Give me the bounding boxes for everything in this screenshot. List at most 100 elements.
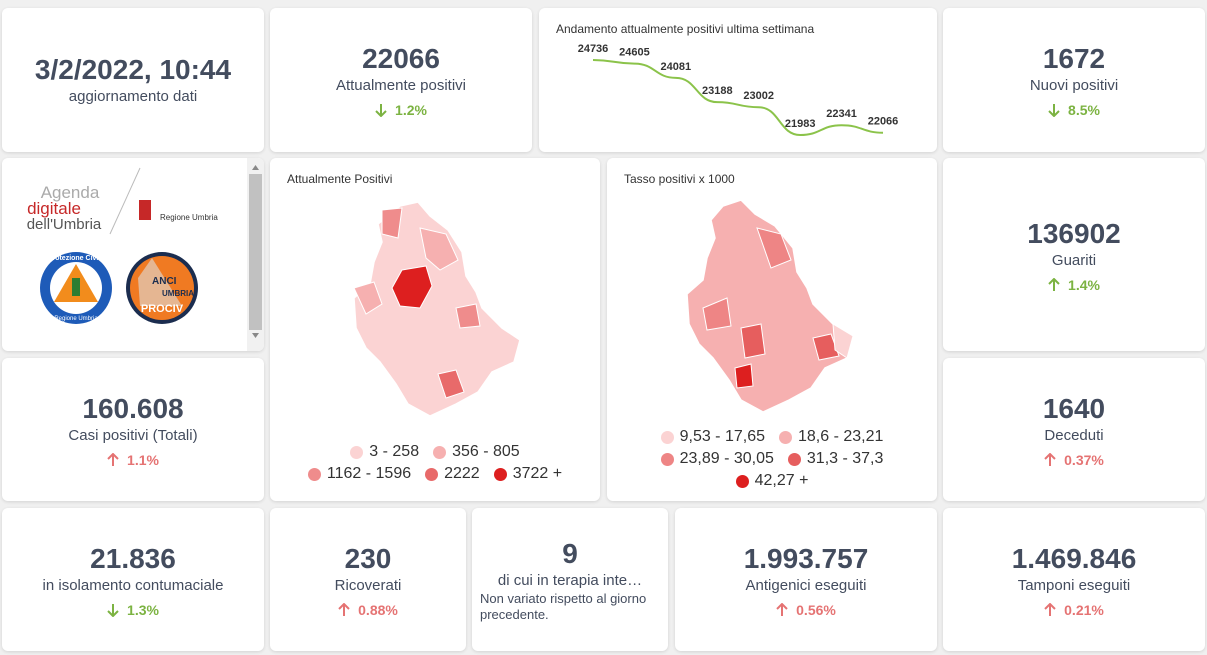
trend-arrow bbox=[375, 104, 387, 117]
legend-row: 42,27 + bbox=[607, 470, 937, 492]
kpi-label: Attualmente positivi bbox=[335, 77, 467, 94]
logo-shape bbox=[138, 258, 182, 306]
kpi-change: 8.5% bbox=[1048, 102, 1100, 118]
kpi-change: 0.21% bbox=[1044, 602, 1104, 618]
legend-label: 18,6 - 23,21 bbox=[798, 428, 884, 445]
kpi-card: 9 di cui in terapia inte… Non variato risp… bbox=[472, 508, 668, 651]
trend-arrow bbox=[1044, 452, 1056, 466]
logos: Agenda digitale dell'Umbria Regione Umbr… bbox=[27, 158, 264, 351]
arrow-head bbox=[107, 609, 119, 617]
kpi-change: 1.2% bbox=[375, 102, 427, 118]
logo-text: Agenda bbox=[41, 183, 100, 202]
legend-item: 9,53 - 17,65 bbox=[660, 428, 765, 446]
kpi-value: 1.469.846 bbox=[1011, 542, 1137, 574]
scroll-down[interactable] bbox=[252, 333, 259, 338]
scroll-thumb[interactable] bbox=[249, 174, 262, 330]
kpi-card: 1.469.846 Tamponi eseguiti 0.21% bbox=[943, 508, 1205, 651]
kpi-card: 1640 Deceduti 0.37% bbox=[943, 358, 1205, 501]
logo-tree bbox=[72, 278, 80, 296]
legend-swatch bbox=[493, 467, 507, 481]
legend-swatch bbox=[307, 467, 321, 481]
logo-text: UMBRIA bbox=[162, 289, 194, 298]
legend-label: 23,89 - 30,05 bbox=[679, 450, 774, 467]
kpi-card: 21.836 in isolamento contumaciale 1.3% bbox=[2, 508, 264, 651]
legend-swatch bbox=[735, 474, 749, 488]
data-label: 24605 bbox=[619, 47, 650, 59]
kpi-value: 160.608 bbox=[82, 392, 184, 424]
arrow-head bbox=[375, 110, 387, 117]
legend-item: 23,89 - 30,05 bbox=[660, 450, 774, 468]
region bbox=[381, 207, 403, 239]
kpi-value: 136902 bbox=[1027, 217, 1121, 249]
logo-text: dell'Umbria bbox=[27, 216, 102, 233]
kpi-change-value: 0.56% bbox=[796, 601, 836, 618]
legend-row: 23,89 - 30,05 31,3 - 37,3 bbox=[607, 448, 937, 470]
kpi-card: 3/2/2022, 10:44 aggiornamento dati bbox=[2, 8, 264, 152]
legend-item: 3 - 258 bbox=[350, 443, 419, 461]
region bbox=[702, 297, 732, 331]
data-label: 23002 bbox=[743, 90, 774, 102]
kpi-label: in isolamento contumaciale bbox=[42, 576, 224, 594]
map-card: Attualmente Positivi 3 - 258 356 - 805 116… bbox=[270, 158, 600, 501]
arrow-head bbox=[338, 602, 350, 610]
region bbox=[756, 227, 792, 269]
legend-item: 2222 bbox=[425, 465, 480, 483]
legend-swatch bbox=[350, 445, 364, 459]
trend-arrow bbox=[776, 602, 788, 616]
data-label: 24081 bbox=[661, 61, 692, 73]
logo-text: PROCIV bbox=[141, 303, 184, 315]
map-title: Tasso positivi x 1000 bbox=[624, 172, 735, 186]
region bbox=[832, 323, 854, 359]
region bbox=[734, 363, 754, 389]
kpi-change-value: 8.5% bbox=[1068, 102, 1100, 118]
kpi-change: 0.88% bbox=[338, 602, 398, 618]
arrow-head bbox=[776, 602, 788, 610]
arrow-head bbox=[1044, 452, 1056, 460]
legend-item: 42,27 + bbox=[735, 472, 808, 490]
region bbox=[437, 369, 465, 399]
logo-text: digitale bbox=[27, 199, 81, 218]
data-label: 21983 bbox=[785, 118, 816, 130]
kpi-change: 0.37% bbox=[1044, 452, 1104, 468]
kpi-label: Tamponi eseguiti bbox=[1017, 576, 1131, 594]
legend-item: 31,3 - 37,3 bbox=[787, 450, 884, 468]
legend-swatch bbox=[433, 445, 447, 459]
kpi-change-value: 1.1% bbox=[127, 451, 159, 468]
kpi-value: 230 bbox=[344, 542, 392, 574]
kpi-card: 22066 Attualmente positivi 1.2% bbox=[270, 8, 532, 152]
legend-label: 3722 + bbox=[512, 465, 563, 482]
kpi-card: 230 Ricoverati 0.88% bbox=[270, 508, 466, 651]
legend-row: 3 - 258 356 - 805 bbox=[270, 441, 600, 463]
map-title: Attualmente Positivi bbox=[287, 172, 393, 186]
legend-swatch bbox=[787, 452, 801, 466]
kpi-label: Antigenici eseguiti bbox=[745, 576, 867, 594]
trend-arrow bbox=[1044, 602, 1056, 616]
kpi-change: 1.1% bbox=[107, 452, 159, 468]
data-label: 23188 bbox=[702, 85, 733, 97]
legend-swatch bbox=[425, 467, 439, 481]
kpi-card: 136902 Guariti 1.4% bbox=[943, 158, 1205, 351]
arrow-head bbox=[1048, 277, 1060, 285]
kpi-change-value: 1.3% bbox=[127, 601, 159, 618]
arrow-head bbox=[107, 452, 119, 460]
scroll-up[interactable] bbox=[252, 165, 259, 170]
kpi-card: 1672 Nuovi positivi 8.5% bbox=[943, 8, 1205, 152]
data-label: 24736 bbox=[578, 43, 609, 55]
trend-arrow bbox=[338, 602, 350, 616]
trend-arrow bbox=[107, 452, 119, 466]
legend-label: 3 - 258 bbox=[369, 443, 420, 460]
kpi-label: Nuovi positivi bbox=[1029, 77, 1119, 94]
kpi-value: 1.993.757 bbox=[743, 542, 869, 574]
kpi-value: 22066 bbox=[362, 43, 440, 74]
sparkline: 24736 24605 24081 23188 23002 21983 22341 22066 bbox=[578, 43, 898, 137]
legend-item: 1162 - 1596 bbox=[307, 465, 411, 483]
kpi-change: 0.56% bbox=[776, 602, 836, 618]
kpi-change-value: 0.37% bbox=[1064, 451, 1104, 468]
region bbox=[686, 199, 854, 413]
logo-text: Protezione Civile bbox=[48, 255, 105, 262]
region bbox=[391, 265, 433, 309]
logo-text: ANCI bbox=[152, 276, 177, 287]
legend-label: 31,3 - 37,3 bbox=[806, 450, 884, 467]
legend: 9,53 - 17,65 18,6 - 23,21 23,89 - 30,05 31,… bbox=[607, 426, 937, 492]
logos-card: Agenda digitale dell'Umbria Regione Umbr… bbox=[2, 158, 264, 351]
